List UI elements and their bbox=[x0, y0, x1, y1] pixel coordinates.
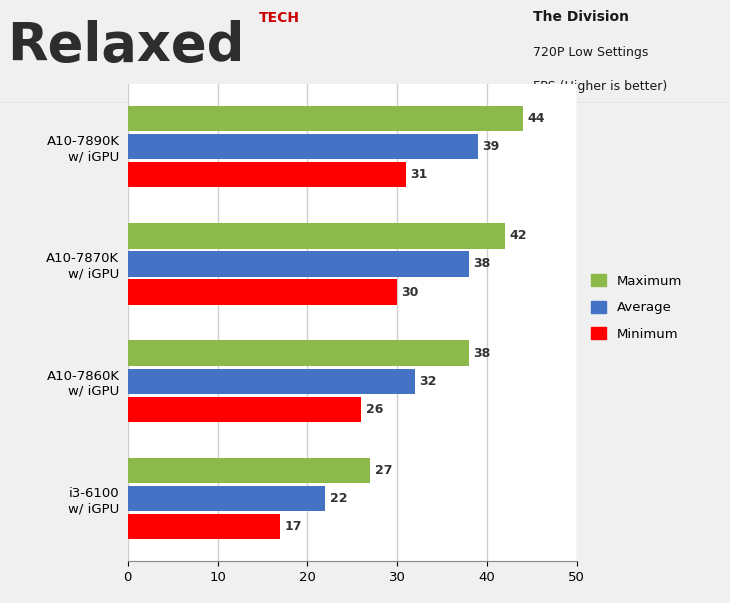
Bar bbox=[128, 397, 361, 422]
Bar bbox=[128, 134, 478, 159]
Text: FPS (Higher is better): FPS (Higher is better) bbox=[533, 80, 667, 93]
Text: 42: 42 bbox=[510, 229, 527, 242]
Text: 17: 17 bbox=[285, 520, 302, 533]
Text: 720P Low Settings: 720P Low Settings bbox=[533, 46, 648, 59]
Text: 22: 22 bbox=[330, 492, 347, 505]
Text: Relaxed: Relaxed bbox=[7, 20, 245, 72]
Bar bbox=[128, 341, 469, 366]
Text: 32: 32 bbox=[420, 374, 437, 388]
Text: 26: 26 bbox=[366, 403, 383, 416]
Bar bbox=[128, 223, 505, 248]
Text: 39: 39 bbox=[483, 140, 499, 153]
Bar bbox=[128, 486, 326, 511]
Bar bbox=[128, 368, 415, 394]
Text: 44: 44 bbox=[527, 112, 545, 125]
Text: 38: 38 bbox=[474, 257, 491, 271]
Bar bbox=[128, 162, 406, 188]
Text: 31: 31 bbox=[410, 168, 428, 181]
Text: 30: 30 bbox=[402, 285, 419, 298]
Text: 38: 38 bbox=[474, 347, 491, 360]
Text: The Division: The Division bbox=[533, 10, 629, 24]
Legend: Maximum, Average, Minimum: Maximum, Average, Minimum bbox=[591, 274, 683, 341]
Bar bbox=[128, 251, 469, 277]
Bar bbox=[128, 106, 523, 131]
Text: 27: 27 bbox=[374, 464, 392, 477]
Text: TECH: TECH bbox=[259, 11, 300, 25]
Bar bbox=[128, 514, 280, 539]
Bar bbox=[128, 458, 370, 483]
Bar bbox=[128, 279, 397, 305]
